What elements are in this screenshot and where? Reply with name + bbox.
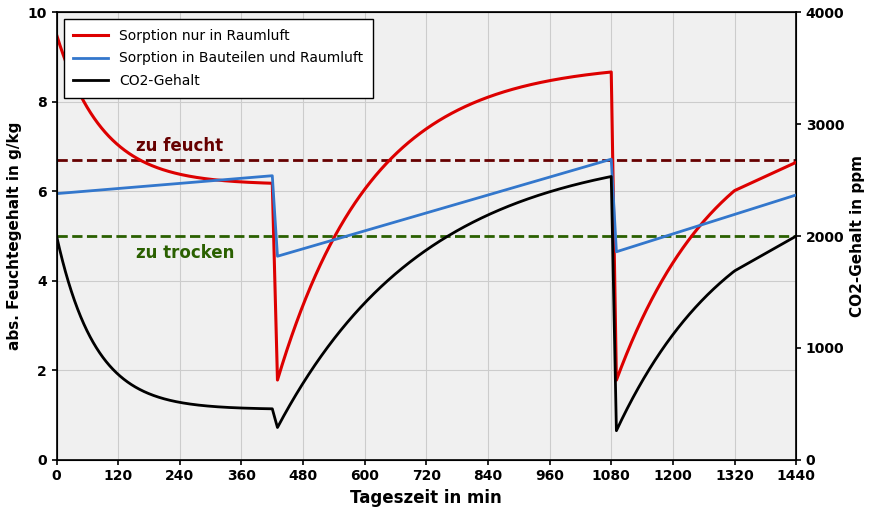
CO2-Gehalt <box>532 193 542 199</box>
CO2-Gehalt <box>611 428 622 434</box>
Text: zu feucht: zu feucht <box>136 137 223 155</box>
Sorption nur in Raumluft <box>791 159 801 166</box>
Line: Sorption in Bauteilen und Raumluft: Sorption in Bauteilen und Raumluft <box>57 159 796 256</box>
Y-axis label: CO2-Gehalt in ppm: CO2-Gehalt in ppm <box>850 155 865 317</box>
Sorption nur in Raumluft <box>51 32 62 38</box>
Line: CO2-Gehalt: CO2-Gehalt <box>57 176 796 431</box>
Sorption in Bauteilen und Raumluft <box>533 177 543 183</box>
Sorption in Bauteilen und Raumluft <box>791 192 801 198</box>
Sorption nur in Raumluft <box>532 80 542 86</box>
Sorption in Bauteilen und Raumluft <box>660 233 671 240</box>
Sorption nur in Raumluft <box>659 273 670 279</box>
CO2-Gehalt <box>660 342 671 348</box>
Line: Sorption nur in Raumluft: Sorption nur in Raumluft <box>57 35 796 380</box>
CO2-Gehalt <box>495 207 506 213</box>
Sorption nur in Raumluft <box>334 225 344 231</box>
Sorption in Bauteilen und Raumluft <box>495 188 506 194</box>
Sorption in Bauteilen und Raumluft <box>603 157 614 163</box>
Sorption in Bauteilen und Raumluft <box>272 253 283 260</box>
X-axis label: Tageszeit in min: Tageszeit in min <box>351 489 502 507</box>
CO2-Gehalt <box>186 401 196 407</box>
CO2-Gehalt <box>334 329 344 335</box>
Sorption in Bauteilen und Raumluft <box>51 191 62 197</box>
Sorption nur in Raumluft <box>495 90 506 96</box>
Sorption in Bauteilen und Raumluft <box>606 156 617 162</box>
Y-axis label: abs. Feuchtegehalt in g/kg: abs. Feuchtegehalt in g/kg <box>7 122 22 351</box>
Sorption nur in Raumluft <box>603 69 614 76</box>
Sorption nur in Raumluft <box>186 173 196 179</box>
Text: zu trocken: zu trocken <box>136 244 235 262</box>
Sorption nur in Raumluft <box>611 377 622 383</box>
Sorption in Bauteilen und Raumluft <box>334 235 344 242</box>
CO2-Gehalt <box>51 233 62 239</box>
Legend: Sorption nur in Raumluft, Sorption in Bauteilen und Raumluft, CO2-Gehalt: Sorption nur in Raumluft, Sorption in Ba… <box>64 20 373 98</box>
Sorption in Bauteilen und Raumluft <box>186 179 196 186</box>
CO2-Gehalt <box>606 173 617 179</box>
CO2-Gehalt <box>603 174 614 180</box>
CO2-Gehalt <box>791 233 801 239</box>
